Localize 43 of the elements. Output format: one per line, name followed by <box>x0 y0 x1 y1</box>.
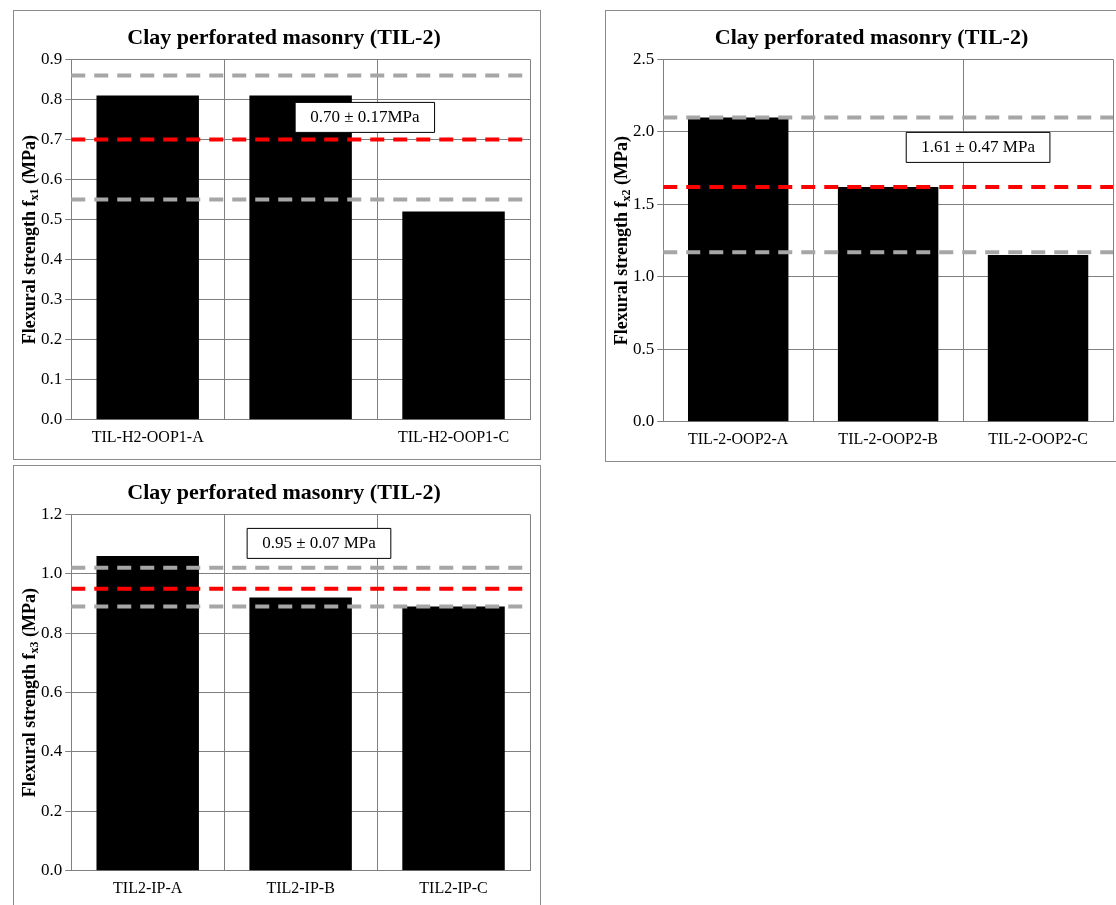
y-tick-label: 0.4 <box>41 741 63 761</box>
y-tick-label: 0.1 <box>41 369 63 389</box>
y-tick-label: 0.2 <box>41 329 63 349</box>
x-tick-label: TIL-H2-OOP1-A <box>91 427 205 445</box>
y-tick-label: 0.0 <box>41 409 63 429</box>
chart-title: Clay perforated masonry (TIL-2) <box>127 478 441 504</box>
x-tick-label: TIL-2-OOP2-C <box>988 429 1088 447</box>
y-tick-label: 0.2 <box>41 800 63 820</box>
x-tick-label: TIL2-IP-A <box>113 878 183 896</box>
x-tick-label: TIL-H2-OOP1-C <box>397 427 510 445</box>
x-tick-label: TIL2-IP-C <box>419 878 488 896</box>
y-tick-label: 1.0 <box>41 563 63 583</box>
y-tick-label: 0.8 <box>41 622 63 642</box>
y-tick-label: 1.2 <box>41 503 63 523</box>
bar <box>402 606 505 871</box>
y-tick-label: 0.4 <box>41 249 63 269</box>
chart-title: Clay perforated masonry (TIL-2) <box>714 23 1029 49</box>
x-tick-label: TIL-2-OOP2-A <box>688 429 789 447</box>
y-tick-label: 0.6 <box>41 682 63 702</box>
y-tick-label: 0.5 <box>633 338 655 358</box>
y-tick-label: 1.5 <box>633 193 655 213</box>
y-tick-label: 0.3 <box>41 289 63 309</box>
bar <box>987 255 1089 422</box>
y-tick-label: 0.0 <box>633 411 655 431</box>
y-tick-label: 2.0 <box>633 121 655 141</box>
chart-title: Clay perforated masonry (TIL-2) <box>127 23 441 49</box>
bar <box>96 555 199 871</box>
y-tick-label: 2.5 <box>633 48 655 68</box>
y-tick-label: 0.5 <box>41 209 63 229</box>
x-tick-label: TIL2-IP-B <box>266 878 335 896</box>
y-tick-label: 0.9 <box>41 48 63 68</box>
bar <box>249 597 352 871</box>
y-tick-label: 0.7 <box>41 128 63 148</box>
y-tick-label: 0.8 <box>41 88 63 108</box>
y-tick-label: 0.6 <box>41 169 63 188</box>
annotation: 1.61 ± 0.47 MPa <box>921 136 1036 156</box>
x-tick-label: TIL-2-OOP2-B <box>838 429 938 447</box>
bar <box>837 186 939 422</box>
bar <box>687 117 789 422</box>
y-tick-label: 0.0 <box>41 860 63 880</box>
y-tick-label: 1.0 <box>633 266 655 286</box>
annotation: 0.70 ± 0.17MPa <box>310 106 421 126</box>
annotation: 0.95 ± 0.07 MPa <box>262 532 377 552</box>
